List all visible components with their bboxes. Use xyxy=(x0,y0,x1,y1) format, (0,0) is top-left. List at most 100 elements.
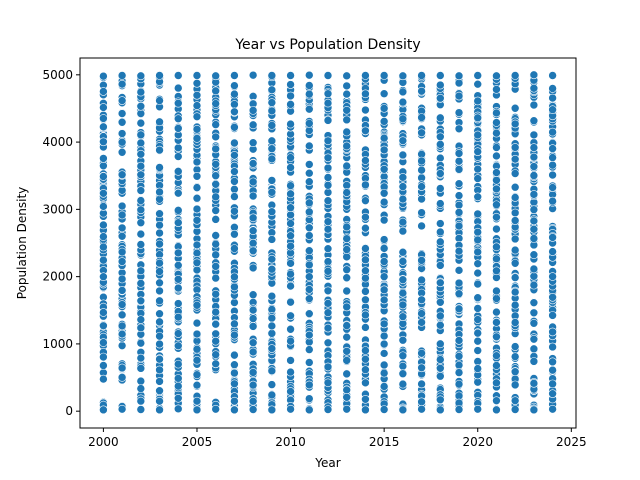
data-point xyxy=(230,330,239,340)
data-point xyxy=(417,404,426,414)
data-point xyxy=(548,153,557,162)
data-point xyxy=(361,287,370,296)
data-point xyxy=(342,265,352,275)
data-point xyxy=(473,328,483,338)
data-point xyxy=(230,89,239,99)
data-point xyxy=(361,266,370,276)
data-point xyxy=(248,405,258,414)
data-point xyxy=(248,120,258,130)
data-point xyxy=(398,182,408,191)
plot-frame xyxy=(79,57,577,429)
data-point xyxy=(510,405,520,414)
data-point xyxy=(304,70,314,80)
data-point xyxy=(155,365,164,375)
data-point xyxy=(286,203,295,213)
data-point xyxy=(361,378,370,388)
data-point xyxy=(510,182,520,192)
data-point xyxy=(510,103,520,113)
data-point xyxy=(417,221,426,231)
data-point xyxy=(136,405,146,414)
data-point xyxy=(398,226,408,236)
data-point xyxy=(230,379,239,389)
data-point xyxy=(136,376,146,386)
data-point xyxy=(398,275,408,285)
data-point xyxy=(230,177,239,186)
data-point xyxy=(155,405,164,415)
data-point xyxy=(492,108,501,118)
x-tick-label: 2005 xyxy=(182,435,213,449)
data-point xyxy=(211,171,220,181)
data-point xyxy=(379,285,389,295)
data-point xyxy=(286,367,295,377)
data-point xyxy=(211,120,220,129)
data-point xyxy=(211,71,220,81)
data-point xyxy=(99,242,108,252)
data-point xyxy=(230,405,239,415)
data-point xyxy=(267,176,277,185)
data-point xyxy=(192,355,202,365)
data-point xyxy=(99,114,108,123)
data-point xyxy=(248,380,258,390)
data-point xyxy=(267,98,277,107)
data-point xyxy=(230,81,239,90)
data-point xyxy=(304,309,314,318)
data-point xyxy=(379,104,389,113)
data-point xyxy=(117,129,127,138)
data-point xyxy=(286,324,295,334)
data-point xyxy=(136,296,146,306)
data-point xyxy=(342,71,352,81)
data-point xyxy=(248,106,258,115)
data-point xyxy=(454,221,464,231)
y-tick-label: 2000 xyxy=(42,270,73,284)
data-point xyxy=(267,321,277,331)
data-point xyxy=(323,163,333,173)
data-point xyxy=(323,98,333,108)
data-point xyxy=(286,153,295,162)
data-point xyxy=(323,180,333,190)
data-point xyxy=(342,141,352,151)
data-point xyxy=(398,312,408,321)
data-point xyxy=(99,103,108,112)
data-point xyxy=(398,369,408,379)
data-point xyxy=(136,240,146,249)
data-point xyxy=(230,138,239,148)
data-point xyxy=(286,189,295,199)
data-point xyxy=(192,171,202,181)
data-point xyxy=(230,298,239,307)
data-point xyxy=(99,71,108,81)
data-point xyxy=(398,405,408,415)
data-point xyxy=(323,323,333,333)
data-point xyxy=(117,109,127,118)
data-point xyxy=(510,169,520,178)
data-point xyxy=(136,109,146,118)
data-point xyxy=(323,362,333,372)
data-point xyxy=(529,171,539,180)
data-point xyxy=(492,266,501,276)
data-point xyxy=(117,404,127,414)
data-point xyxy=(398,136,408,145)
data-point xyxy=(173,381,183,391)
data-point xyxy=(417,363,426,373)
data-point xyxy=(361,346,370,355)
data-point xyxy=(211,239,220,249)
data-point xyxy=(473,113,483,123)
data-point xyxy=(248,322,258,331)
data-point xyxy=(492,168,501,177)
data-point xyxy=(192,265,202,275)
data-point xyxy=(492,118,501,127)
data-point xyxy=(529,162,539,171)
data-point xyxy=(136,71,146,81)
data-point xyxy=(136,161,146,171)
data-point xyxy=(117,170,127,180)
data-point xyxy=(529,116,539,126)
data-point xyxy=(529,234,539,243)
data-point xyxy=(267,187,277,197)
data-point xyxy=(473,164,483,174)
data-point xyxy=(548,144,557,153)
data-point xyxy=(192,405,202,415)
data-point xyxy=(117,321,127,331)
data-point xyxy=(136,218,146,228)
x-tick-label: 2025 xyxy=(556,435,587,449)
data-point xyxy=(379,360,389,370)
data-point xyxy=(286,231,295,241)
